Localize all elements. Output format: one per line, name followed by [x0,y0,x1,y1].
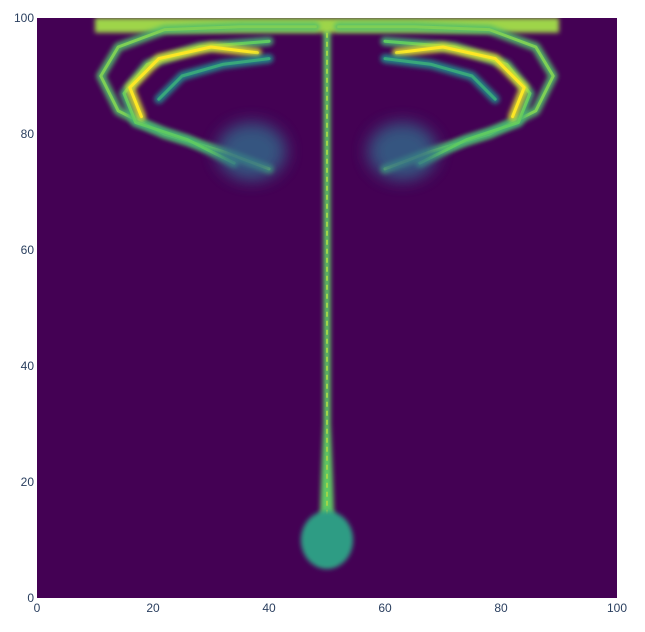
x-tick-label: 100 [607,601,627,615]
x-axis-ticks: 0 20 40 60 80 100 [34,601,628,615]
heatmap-haze [216,122,287,181]
x-tick-label: 20 [146,601,160,615]
x-tick-label: 60 [378,601,392,615]
plot-area [37,18,617,598]
y-tick-label: 20 [21,475,35,489]
y-axis-ticks: 0 20 40 60 80 100 [14,11,34,605]
heatmap-haze [367,122,438,181]
heatmap-stem [319,23,335,564]
y-tick-label: 40 [21,359,35,373]
heatmap-band-core [383,57,497,101]
heatmap-band-core [395,45,526,119]
y-tick-label: 80 [21,127,35,141]
heatmap-band-core [128,45,259,119]
y-tick-label: 100 [14,11,34,25]
y-tick-label: 60 [21,243,35,257]
heatmap-band-core [157,57,271,101]
heatmap-blob [300,511,354,569]
x-tick-label: 40 [262,601,276,615]
y-tick-label: 0 [27,591,34,605]
x-tick-label: 80 [494,601,508,615]
x-tick-label: 0 [34,601,41,615]
